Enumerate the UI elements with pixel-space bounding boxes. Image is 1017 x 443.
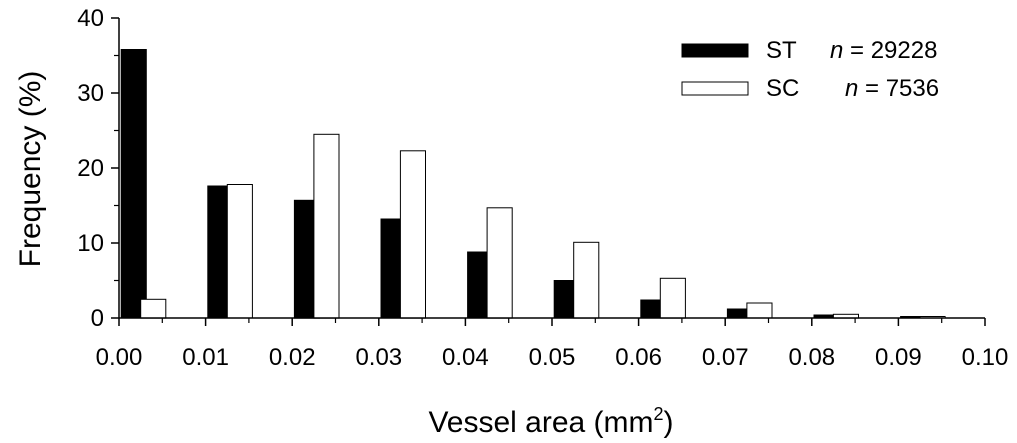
bar-st-0 [120,49,147,319]
x-tick-label-0: 0.00 [96,344,143,371]
y-axis-title: Frequency (%) [14,71,47,268]
legend-label-sc: SC [766,75,799,102]
x-tick-label-2: 0.02 [269,344,316,371]
x-tick-label-8: 0.08 [788,344,835,371]
x-tick-label-5: 0.05 [529,344,576,371]
legend-label-st: ST [766,37,797,64]
y-tick-label-1: 10 [77,230,104,257]
legend-swatch-sc [681,81,749,96]
legend-swatch-st [681,43,749,58]
legend: ST n = 29228 SC n = 7536 [681,37,939,102]
legend-n-st: n = 29228 [830,37,937,64]
y-tick-label-0: 0 [91,305,104,332]
bar-sc-3 [399,150,426,319]
bar-sc-1 [226,184,253,319]
axes-group: 0 10 20 30 40 0.00 0.01 0.02 0.03 0.04 0.05 0.06 0.0… [77,5,1008,371]
bar-sc-4 [486,207,513,319]
bar-sc-6 [659,277,686,319]
bar-sc-5 [573,241,600,319]
x-axis-title: Vessel area (mm2) [428,404,673,439]
x-tick-label-10: 0.10 [962,344,1009,371]
x-tick-label-3: 0.03 [355,344,402,371]
x-tick-label-4: 0.04 [442,344,489,371]
x-tick-label-6: 0.06 [615,344,662,371]
legend-n-sc: n = 7536 [845,75,939,102]
bar-sc-7 [746,302,773,319]
y-tick-label-2: 20 [77,155,104,182]
x-tick-label-9: 0.09 [875,344,922,371]
bar-sc-2 [313,133,340,319]
bars-group [120,49,946,319]
x-tick-label-7: 0.07 [702,344,749,371]
y-tick-label-3: 30 [77,80,104,107]
y-tick-label-4: 40 [77,5,104,32]
bar-sc-0 [140,298,167,319]
x-tick-label-1: 0.01 [182,344,229,371]
